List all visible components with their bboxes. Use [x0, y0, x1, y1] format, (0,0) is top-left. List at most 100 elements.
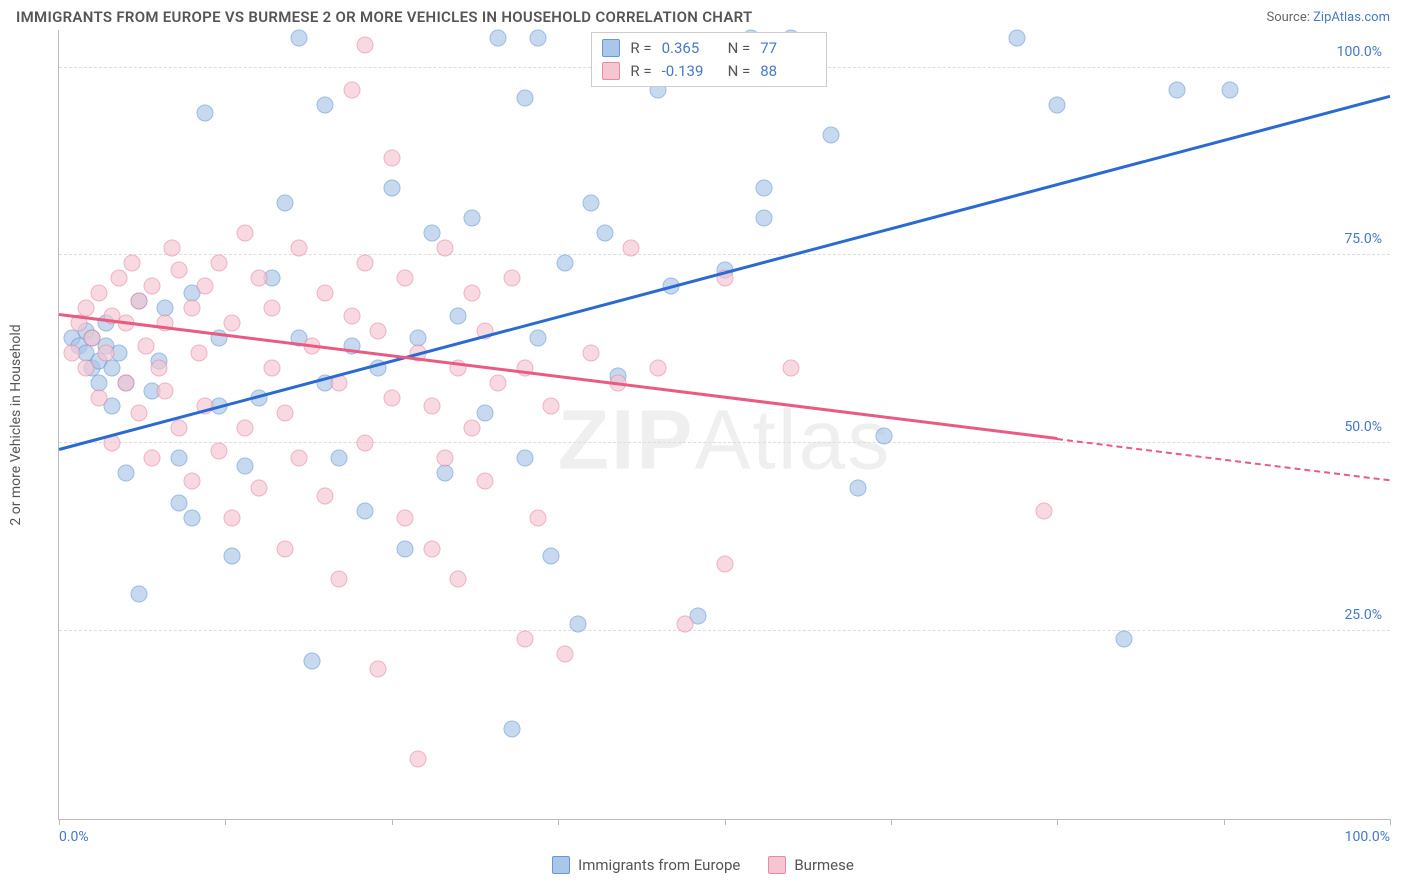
x-axis-legend: Immigrants from Europe Burmese: [0, 856, 1406, 874]
scatter-point: [137, 337, 154, 354]
gridline: [59, 254, 1390, 255]
scatter-point: [130, 585, 147, 602]
scatter-point: [84, 330, 101, 347]
scatter-point: [463, 285, 480, 302]
scatter-point: [263, 300, 280, 317]
scatter-point: [277, 405, 294, 422]
scatter-point: [210, 442, 227, 459]
scatter-point: [476, 405, 493, 422]
scatter-point: [516, 89, 533, 106]
scatter-point: [503, 269, 520, 286]
scatter-point: [277, 540, 294, 557]
scatter-point: [716, 555, 733, 572]
stats-r-label: R =: [630, 37, 651, 60]
stats-swatch: [602, 39, 620, 57]
scatter-point: [117, 465, 134, 482]
scatter-point: [250, 269, 267, 286]
x-tick-mark: [1224, 819, 1225, 825]
scatter-point: [357, 435, 374, 452]
scatter-point: [383, 179, 400, 196]
scatter-point: [397, 510, 414, 527]
scatter-point: [90, 390, 107, 407]
scatter-point: [130, 292, 147, 309]
scatter-point: [343, 82, 360, 99]
scatter-point: [490, 375, 507, 392]
y-tick-label: 100.0%: [1337, 44, 1382, 60]
scatter-point: [237, 457, 254, 474]
scatter-point: [1049, 97, 1066, 114]
scatter-point: [357, 37, 374, 54]
scatter-point: [397, 540, 414, 557]
scatter-point: [170, 420, 187, 437]
scatter-point: [263, 360, 280, 377]
scatter-point: [463, 420, 480, 437]
stats-n-value: 88: [760, 60, 816, 83]
stats-swatch: [602, 62, 620, 80]
scatter-point: [436, 465, 453, 482]
source-link[interactable]: ZipAtlas.com: [1313, 10, 1390, 25]
legend-swatch-europe: [552, 856, 570, 874]
scatter-point: [596, 224, 613, 241]
scatter-point: [476, 472, 493, 489]
x-tick-label-max: 100.0%: [1345, 829, 1390, 845]
x-tick-mark: [1390, 819, 1391, 825]
scatter-point: [77, 300, 94, 317]
scatter-point: [77, 360, 94, 377]
scatter-point: [530, 29, 547, 46]
watermark: ZIPAtlas: [558, 392, 891, 489]
scatter-point: [150, 360, 167, 377]
scatter-point: [756, 209, 773, 226]
y-tick-label: 75.0%: [1344, 231, 1382, 247]
scatter-point: [383, 149, 400, 166]
scatter-point: [357, 254, 374, 271]
scatter-point: [184, 300, 201, 317]
scatter-point: [64, 345, 81, 362]
scatter-point: [1169, 82, 1186, 99]
scatter-point: [1009, 29, 1026, 46]
scatter-point: [90, 285, 107, 302]
scatter-point: [210, 254, 227, 271]
scatter-point: [317, 285, 334, 302]
scatter-point: [190, 345, 207, 362]
regression-line: [59, 313, 1058, 439]
scatter-point: [330, 450, 347, 467]
scatter-point: [1035, 502, 1052, 519]
scatter-point: [357, 502, 374, 519]
y-tick-label: 25.0%: [1344, 607, 1382, 623]
x-tick-mark: [392, 819, 393, 825]
scatter-point: [184, 472, 201, 489]
scatter-point: [184, 510, 201, 527]
stats-r-value: 0.365: [662, 37, 718, 60]
scatter-point: [556, 645, 573, 662]
scatter-point: [849, 480, 866, 497]
scatter-point: [330, 570, 347, 587]
scatter-point: [97, 345, 114, 362]
x-tick-mark: [59, 819, 60, 825]
scatter-point: [370, 660, 387, 677]
stats-n-value: 77: [760, 37, 816, 60]
scatter-point: [250, 480, 267, 497]
x-tick-label-min: 0.0%: [59, 829, 89, 845]
scatter-point: [290, 239, 307, 256]
scatter-point: [490, 29, 507, 46]
legend-swatch-burmese: [768, 856, 786, 874]
scatter-point: [423, 224, 440, 241]
scatter-point: [104, 360, 121, 377]
scatter-point: [583, 194, 600, 211]
stats-n-label: N =: [728, 37, 751, 60]
regression-line: [1057, 438, 1390, 481]
scatter-point: [224, 510, 241, 527]
scatter-point: [450, 570, 467, 587]
scatter-point: [516, 450, 533, 467]
gridline: [59, 442, 1390, 443]
scatter-point: [436, 450, 453, 467]
scatter-point: [423, 397, 440, 414]
scatter-point: [397, 269, 414, 286]
stats-row: R =-0.139N =88: [602, 60, 816, 83]
source-attribution: Source: ZipAtlas.com: [1266, 10, 1390, 25]
scatter-point: [583, 345, 600, 362]
scatter-point: [822, 127, 839, 144]
scatter-point: [530, 330, 547, 347]
chart-area: 2 or more Vehicles in Household ZIPAtlas…: [58, 30, 1390, 820]
scatter-point: [876, 427, 893, 444]
